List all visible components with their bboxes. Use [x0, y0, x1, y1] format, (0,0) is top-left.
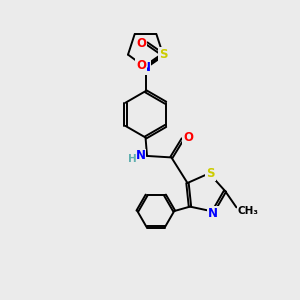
Text: N: N [140, 61, 151, 74]
Text: O: O [136, 37, 146, 50]
Text: O: O [183, 131, 193, 144]
Text: N: N [208, 207, 218, 220]
Text: H: H [128, 154, 136, 164]
Text: N: N [136, 149, 146, 162]
Text: S: S [159, 48, 167, 61]
Text: CH₃: CH₃ [238, 206, 259, 216]
Text: O: O [136, 59, 146, 72]
Text: S: S [206, 167, 215, 180]
